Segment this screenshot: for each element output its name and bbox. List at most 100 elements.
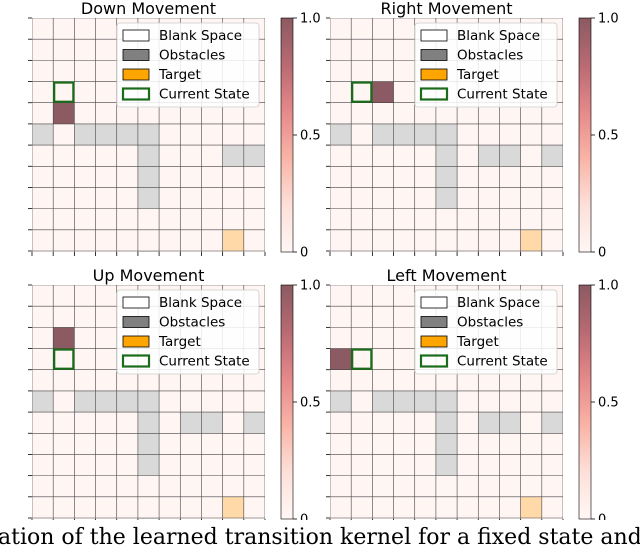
legend: Blank Space Obstacles Target Current State [414,22,558,108]
obstacle-cell [435,251,458,252]
legend-label: Obstacles [159,315,225,331]
panel-title: Up Movement [93,266,205,285]
colorbar: 1.0 0.5 0 [280,279,321,521]
colorbar-gradient [578,17,592,253]
colorbar-tick-label: 1.0 [300,279,321,294]
figure-canvas: Down Movement Blank Space Obstacles Target C… [28,0,619,520]
obstacle-cell [116,390,138,413]
obstacle-cell [435,390,458,413]
legend-label: Obstacles [457,48,523,64]
obstacle-cell [243,412,265,434]
legend-label: Target [456,67,499,83]
legend-swatch-obstacle [420,49,448,61]
obstacle-cell [116,123,138,146]
panel-title: Right Movement [381,0,513,18]
transition-probability-cell [53,327,75,349]
legend-label: Target [158,334,201,350]
legend-swatch-target [122,68,150,81]
colorbar-tick-label: 1.0 [300,12,321,27]
obstacle-cell [137,187,160,209]
legend-swatch-blank [122,296,150,309]
obstacle-cell [137,251,160,252]
obstacle-cell [478,145,500,167]
colorbar: 1.0 0.5 0 [578,12,619,261]
obstacle-cell [32,390,54,413]
figure-caption: ation of the learned transition kernel f… [0,517,640,554]
obstacle-cell [201,412,223,434]
obstacle-cell [330,123,352,146]
legend-swatch-blank [420,29,448,42]
obstacle-cell [435,433,458,455]
colorbar-tick-label: 0.5 [300,396,321,411]
colorbar: 1.0 0.5 0 [280,12,321,261]
obstacle-cell [435,454,458,476]
obstacle-cell [478,412,500,434]
obstacle-cell [137,433,160,455]
colorbar-tick-label: 0 [598,246,606,261]
obstacle-cell [137,123,160,146]
legend-swatch-obstacle [122,316,150,328]
colorbar-gradient [280,17,294,253]
legend-label: Current State [159,87,250,103]
panel-title: Down Movement [81,0,216,18]
legend-swatch-obstacle [420,316,448,328]
obstacle-cell [95,123,117,146]
legend-label: Blank Space [457,295,540,311]
obstacle-cell [372,123,394,146]
legend-swatch-current [121,354,151,368]
obstacle-cell [243,145,265,167]
obstacle-cell [372,390,394,413]
target-cell [520,229,542,251]
obstacle-cell [435,187,458,209]
obstacle-cell [541,412,563,434]
legend-label: Blank Space [159,295,242,311]
obstacle-cell [499,412,521,434]
obstacle-cell [541,145,563,167]
obstacle-cell [435,166,458,188]
colorbar-tick-label: 1.0 [598,12,619,27]
legend-label: Blank Space [159,28,242,44]
obstacle-cell [414,123,436,146]
transition-probability-cell [372,81,394,103]
heatmap-panel-3: Up Movement Blank Space Obstacles Target Cur… [28,266,321,520]
legend-label: Current State [457,354,548,370]
legend: Blank Space Obstacles Target Current State [414,289,558,375]
colorbar-tick-label: 0.5 [598,129,619,144]
heatmap-panel-4: Left Movement Blank Space Obstacles Target C… [326,266,619,520]
legend-swatch-current [419,354,449,368]
legend-swatch-target [420,68,448,81]
legend: Blank Space Obstacles Target Current State [116,289,260,375]
legend-swatch-target [420,335,448,348]
current-state-marker [53,81,75,103]
obstacle-cell [74,123,96,146]
transition-probability-cell [53,102,75,124]
heatmap-panel-1: Down Movement Blank Space Obstacles Target C… [28,0,321,261]
legend-swatch-obstacle [122,49,150,61]
colorbar: 1.0 0.5 0 [578,279,619,520]
colorbar-tick-label: 0 [300,246,308,261]
legend-box [414,22,558,108]
obstacle-cell [222,145,244,167]
obstacle-cell [137,166,160,188]
colorbar-tick-label: 0.5 [300,129,321,144]
target-cell [222,496,244,518]
obstacle-cell [393,123,415,146]
legend: Blank Space Obstacles Target Current State [116,22,260,108]
colorbar-tick-label: 0 [300,513,308,521]
obstacle-cell [32,123,54,146]
legend-swatch-current [419,87,449,101]
plot-area [32,285,265,519]
obstacle-cell [74,390,96,413]
current-state-marker [351,348,373,370]
caption-text: ation of the learned transition kernel f… [0,525,640,550]
colorbar-gradient [578,284,592,520]
legend-label: Blank Space [457,28,540,44]
obstacle-cell [435,123,458,146]
current-state-marker [351,81,373,103]
colorbar-tick-label: 1.0 [598,279,619,294]
target-cell [520,496,542,518]
legend-box [116,22,260,108]
obstacle-cell [499,145,521,167]
obstacle-cell [137,518,160,519]
obstacle-cell [330,390,352,413]
